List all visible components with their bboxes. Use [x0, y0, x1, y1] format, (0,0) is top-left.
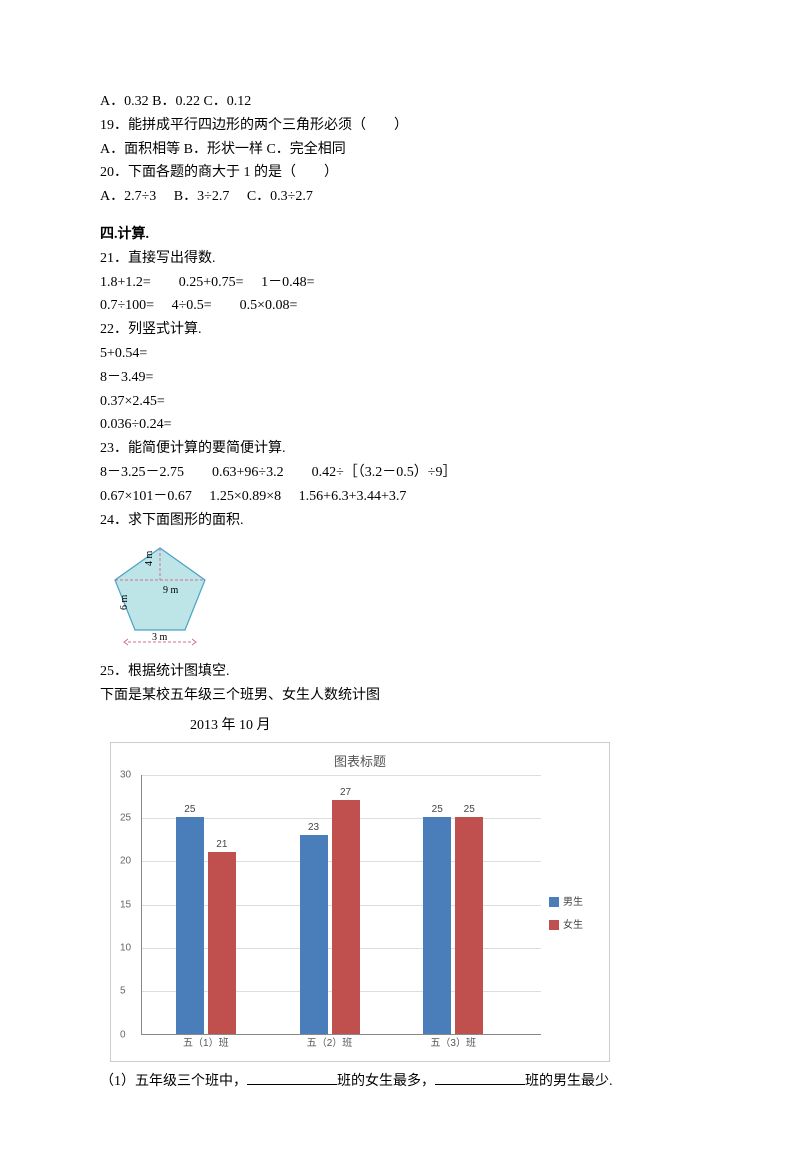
q25-sub: 下面是某校五年级三个班男、女生人数统计图 [100, 684, 693, 708]
bar-value-label: 21 [208, 836, 236, 853]
bar: 27 [332, 800, 360, 1034]
legend-swatch [549, 897, 559, 907]
bar-value-label: 25 [176, 801, 204, 818]
bar-value-label: 25 [455, 801, 483, 818]
ytick-label: 30 [120, 766, 131, 783]
q21-row1: 1.8+1.2= 0.25+0.75= 1－0.48= [100, 271, 693, 295]
ytick-label: 0 [120, 1026, 126, 1043]
xtick-label: 五（2）班 [307, 1035, 353, 1052]
ytick-label: 5 [120, 983, 126, 1000]
legend-label: 男生 [563, 894, 583, 911]
q21: 21．直接写出得数. [100, 247, 693, 271]
q22-d: 0.036÷0.24= [100, 413, 693, 437]
q18-options: A．0.32 B．0.22 C．0.12 [100, 90, 693, 114]
q22: 22．列竖式计算. [100, 318, 693, 342]
ytick-label: 25 [120, 810, 131, 827]
chart-plot-area: 0510152025302521五（1）班2327五（2）班2525五（3）班 [141, 775, 541, 1035]
q23-row1: 8－3.25－2.75 0.63+96÷3.2 0.42÷［（3.2－0.5）÷… [100, 461, 693, 485]
q20-options: A．2.7÷3 B．3÷2.7 C．0.3÷2.7 [100, 185, 693, 209]
ytick-label: 20 [120, 853, 131, 870]
q19-options: A．面积相等 B．形状一样 C．完全相同 [100, 138, 693, 162]
q19: 19．能拼成平行四边形的两个三角形必须（ ） [100, 114, 693, 138]
legend-item: 女生 [549, 917, 601, 934]
bar-group: 2525 [423, 817, 483, 1034]
legend-swatch [549, 920, 559, 930]
bar: 25 [423, 817, 451, 1034]
q20: 20．下面各题的商大于 1 的是（ ） [100, 161, 693, 185]
ytick-label: 15 [120, 896, 131, 913]
q23: 23．能简便计算的要简便计算. [100, 437, 693, 461]
chart-title: 图表标题 [119, 751, 601, 773]
q25-1-a: （1）五年级三个班中， [100, 1074, 247, 1089]
bar: 25 [176, 817, 204, 1034]
bar-value-label: 27 [332, 784, 360, 801]
q22-a: 5+0.54= [100, 342, 693, 366]
q25-1-b: 班的女生最多， [337, 1074, 435, 1089]
q25-1-c: 班的男生最少. [525, 1074, 613, 1089]
chart-date: 2013 年 10 月 [190, 714, 693, 738]
pentagon-figure: 4 m 9 m 6 m 3 m [100, 540, 220, 650]
q23-row2: 0.67×101－0.67 1.25×0.89×8 1.56+6.3+3.44+… [100, 485, 693, 509]
q24: 24．求下面图形的面积. [100, 509, 693, 533]
bar: 23 [300, 835, 328, 1034]
q22-b: 8－3.49= [100, 366, 693, 390]
q25-1: （1）五年级三个班中， 班的女生最多， 班的男生最少. [100, 1068, 693, 1094]
bar-group: 2521 [176, 817, 236, 1034]
bar: 21 [208, 852, 236, 1034]
pent-label-mid: 9 m [163, 585, 179, 596]
bar-chart: 图表标题 0510152025302521五（1）班2327五（2）班2525五… [110, 742, 610, 1062]
blank-1[interactable] [247, 1068, 337, 1085]
pent-label-bottom: 3 m [152, 632, 168, 643]
q25: 25．根据统计图填空. [100, 660, 693, 684]
q22-c: 0.37×2.45= [100, 390, 693, 414]
chart-legend: 男生女生 [541, 775, 601, 1053]
pent-label-left: 6 m [119, 595, 130, 611]
q21-row2: 0.7÷100= 4÷0.5= 0.5×0.08= [100, 294, 693, 318]
gridline [142, 775, 541, 776]
legend-label: 女生 [563, 917, 583, 934]
ytick-label: 10 [120, 940, 131, 957]
xtick-label: 五（3）班 [430, 1035, 476, 1052]
pent-label-top: 4 m [144, 551, 155, 567]
bar-group: 2327 [300, 800, 360, 1034]
bar: 25 [455, 817, 483, 1034]
section4-title: 四.计算. [100, 223, 693, 247]
blank-2[interactable] [435, 1068, 525, 1085]
xtick-label: 五（1）班 [183, 1035, 229, 1052]
bar-value-label: 23 [300, 819, 328, 836]
legend-item: 男生 [549, 894, 601, 911]
bar-value-label: 25 [423, 801, 451, 818]
